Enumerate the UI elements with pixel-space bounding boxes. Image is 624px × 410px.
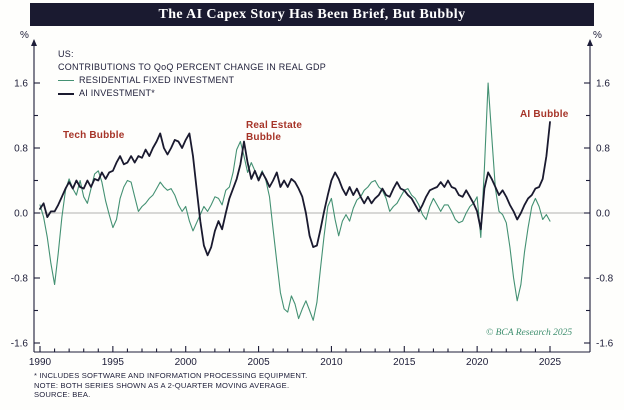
footnote-source: SOURCE: BEA. xyxy=(34,390,91,399)
footnotes: * INCLUDES SOFTWARE AND INFORMATION PROC… xyxy=(34,371,307,400)
legend-item-residential: RESIDENTIAL FIXED INVESTMENT xyxy=(58,74,326,87)
annotation-ai-bubble: AI Bubble xyxy=(520,109,569,120)
ai-investment-line xyxy=(39,121,551,257)
annotation-tech-bubble: Tech Bubble xyxy=(63,130,125,141)
copyright-notice: © BCA Research 2025 xyxy=(486,328,573,338)
chart-title-bar: The AI Capex Story Has Been Brief, But B… xyxy=(30,3,594,26)
x-tick-label: 2020 xyxy=(466,357,489,368)
footnote-note: NOTE: BOTH SERIES SHOWN AS A 2-QUARTER M… xyxy=(34,380,290,390)
y-tick-label-left: 0.8 xyxy=(14,144,28,155)
x-tick-label: 2005 xyxy=(247,357,270,368)
y-tick-label-right: 0.0 xyxy=(596,209,610,220)
legend-region-label: US: xyxy=(58,49,74,59)
legend-label-residential: RESIDENTIAL FIXED INVESTMENT xyxy=(79,75,235,85)
legend-label-ai: AI INVESTMENT* xyxy=(79,88,156,98)
y-tick-label-right: 0.8 xyxy=(596,144,610,155)
y-axis-right-arrow-icon xyxy=(587,39,593,46)
ai-line-swatch-icon xyxy=(58,92,74,95)
chart-title: The AI Capex Story Has Been Brief, But B… xyxy=(158,6,466,22)
footnote-includes: * INCLUDES SOFTWARE AND INFORMATION PROC… xyxy=(34,371,308,380)
y-tick-label-left: -1.6 xyxy=(11,339,29,350)
y-axis-unit-left: % xyxy=(20,30,29,41)
y-tick-label-right: 1.6 xyxy=(596,79,610,90)
y-tick-label-left: 1.6 xyxy=(14,79,28,90)
legend: US: CONTRIBUTIONS TO QoQ PERCENT CHANGE … xyxy=(58,48,326,100)
y-tick-label-left: 0.0 xyxy=(14,209,28,220)
x-tick-label: 2025 xyxy=(539,357,562,368)
x-tick-label: 2015 xyxy=(393,357,416,368)
legend-heading: CONTRIBUTIONS TO QoQ PERCENT CHANGE IN R… xyxy=(58,62,326,72)
x-tick-label: 2010 xyxy=(320,357,343,368)
x-tick-label: 1990 xyxy=(29,357,52,368)
y-tick-label-left: -0.8 xyxy=(11,274,29,285)
x-tick-label: 2000 xyxy=(175,357,198,368)
y-tick-label-right: -0.8 xyxy=(596,274,614,285)
legend-item-ai: AI INVESTMENT* xyxy=(58,87,326,100)
y-axis-unit-right: % xyxy=(593,30,602,41)
residential-line-swatch-icon xyxy=(58,80,74,81)
y-tick-label-right: -1.6 xyxy=(596,339,614,350)
y-axis-left-arrow-icon xyxy=(31,39,37,46)
residential-fixed-investment-line xyxy=(39,82,551,321)
x-tick-label: 1995 xyxy=(102,357,125,368)
annotation-real-estate-bubble: Real Estate Bubble xyxy=(246,120,303,143)
